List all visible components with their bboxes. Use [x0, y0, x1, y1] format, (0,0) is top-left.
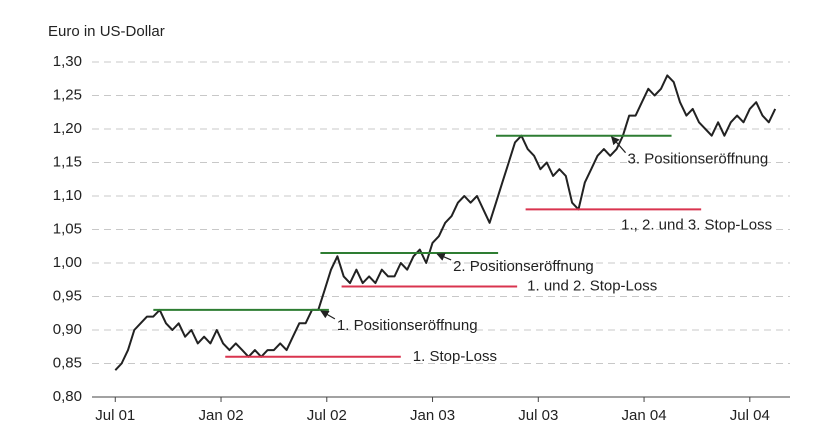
x-tick-label: Jul 01	[95, 407, 135, 424]
x-tick-label: Jul 03	[518, 407, 558, 424]
y-tick-label: 1,20	[53, 120, 82, 137]
level-label: 2. Positionseröffnung	[453, 258, 594, 275]
y-tick-label: 0,80	[53, 388, 82, 405]
x-tick-label: Jan 02	[199, 407, 244, 424]
y-tick-label: 1,25	[53, 86, 82, 103]
y-tick-label: 1,30	[53, 53, 82, 70]
level-label: 1., 2. und 3. Stop-Loss	[621, 216, 772, 233]
y-tick-label: 0,95	[53, 287, 82, 304]
y-tick-label: 1,10	[53, 187, 82, 204]
level-label: 1. und 2. Stop-Loss	[527, 277, 657, 294]
arrow	[436, 253, 452, 261]
arrow	[320, 310, 336, 320]
y-tick-label: 1,05	[53, 220, 82, 237]
x-tick-label: Jan 03	[410, 407, 455, 424]
y-tick-label: 0,90	[53, 321, 82, 338]
level-label: 1. Positionseröffnung	[337, 317, 478, 334]
x-tick-label: Jul 04	[730, 407, 770, 424]
y-tick-label: 1,00	[53, 254, 82, 271]
x-tick-label: Jul 02	[307, 407, 347, 424]
level-label: 3. Positionseröffnung	[628, 151, 769, 168]
y-axis-title: Euro in US-Dollar	[48, 23, 165, 40]
y-tick-label: 0,85	[53, 354, 82, 371]
price-line	[114, 74, 777, 371]
y-tick-label: 1,15	[53, 153, 82, 170]
level-label: 1. Stop-Loss	[413, 348, 497, 365]
arrow	[610, 136, 627, 154]
x-tick-label: Jan 04	[622, 407, 667, 424]
